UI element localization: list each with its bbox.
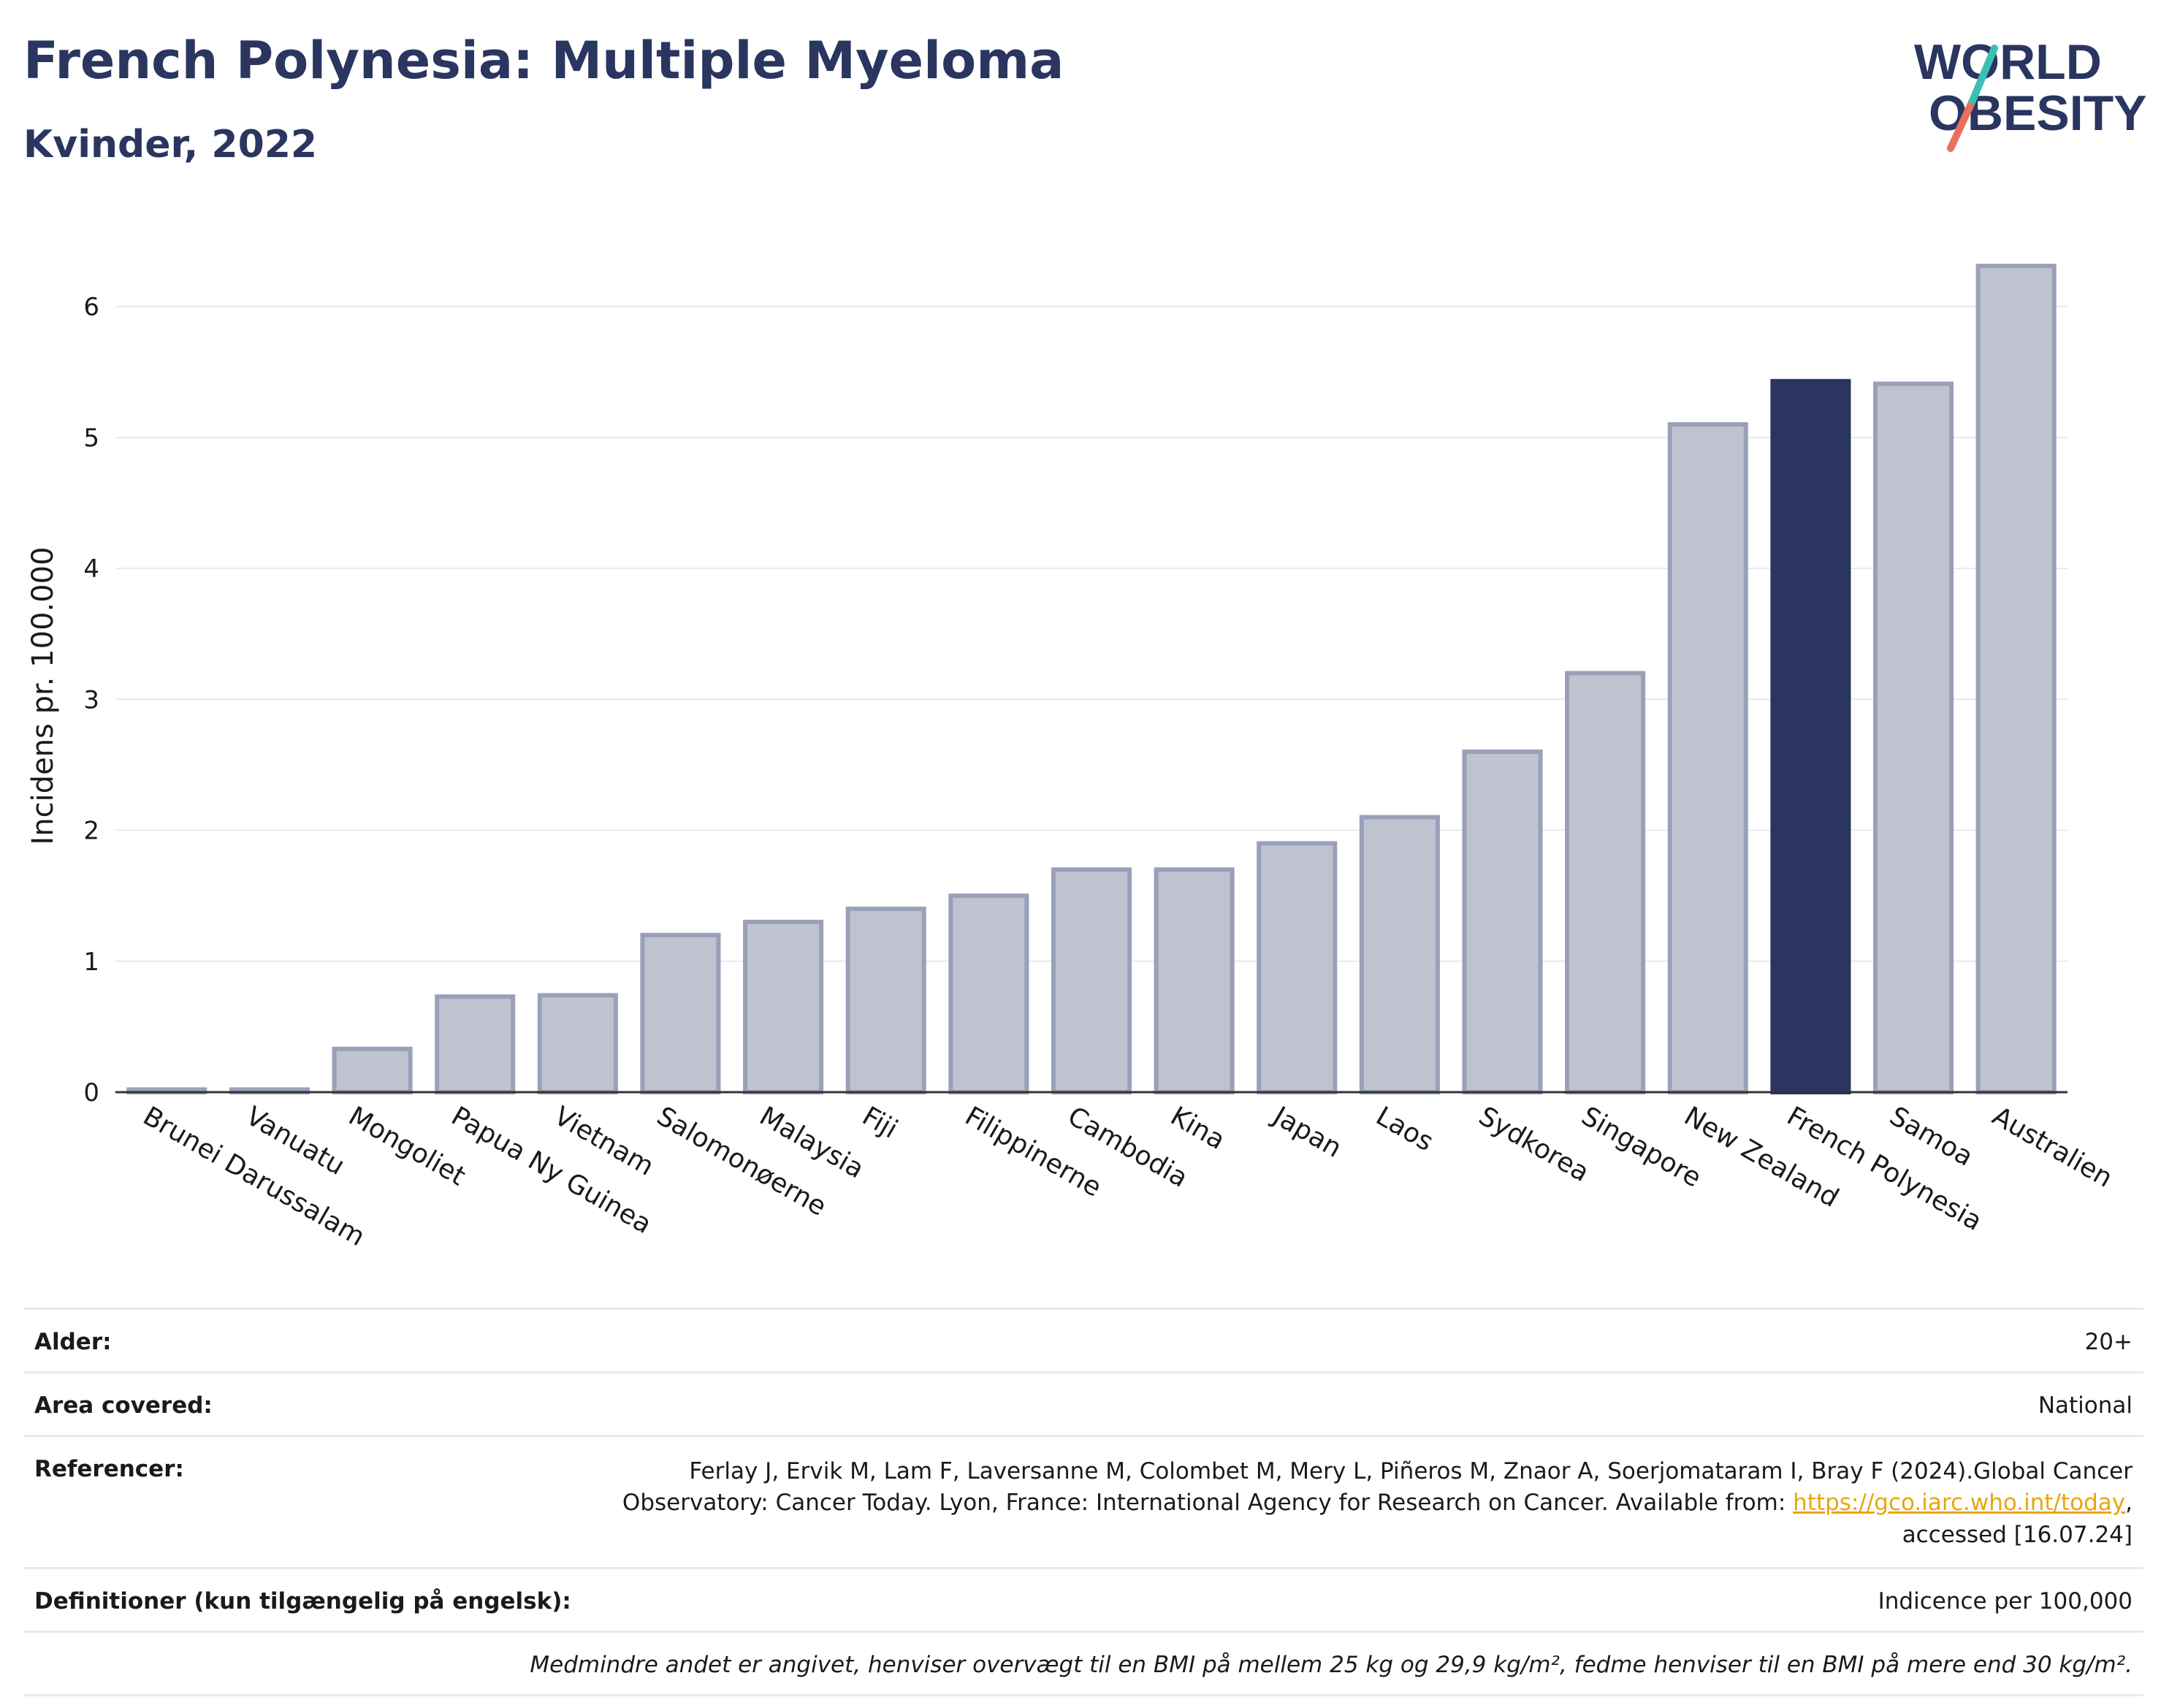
- bar: [845, 907, 926, 1094]
- bar: [1257, 841, 1338, 1094]
- bar: [1359, 815, 1440, 1094]
- references-label: Referencer:: [34, 1456, 184, 1482]
- x-tick-label: Mongoliet: [343, 1101, 470, 1192]
- y-tick-label: 1: [83, 948, 99, 977]
- x-tick-label: Fiji: [857, 1101, 902, 1145]
- y-axis-label: Incidens pr. 100.000: [26, 546, 60, 845]
- bar: [1975, 264, 2057, 1094]
- age-row: Alder: 20+: [23, 1308, 2143, 1371]
- bar: [1565, 671, 1646, 1094]
- bar: [640, 932, 721, 1095]
- y-tick-label: 0: [83, 1078, 99, 1107]
- page-subtitle: Kvinder, 2022: [23, 123, 318, 167]
- x-tick-label: Australien: [1987, 1101, 2117, 1194]
- references-row: Referencer: Ferlay J, Ervik M, Lam F, La…: [23, 1435, 2143, 1567]
- bar: [1770, 378, 1851, 1094]
- y-tick-label: 3: [83, 685, 99, 714]
- metadata-table: Alder: 20+ Area covered: National Refere…: [23, 1308, 2143, 1697]
- footnote-row: Medmindre andet er angivet, henviser ove…: [23, 1631, 2143, 1697]
- area-label: Area covered:: [34, 1392, 213, 1419]
- bar: [1873, 381, 1954, 1094]
- x-tick-label: Sydkorea: [1474, 1101, 1594, 1188]
- area-row: Area covered: National: [23, 1371, 2143, 1435]
- reference-link[interactable]: https://gco.iarc.who.int/today: [1793, 1490, 2126, 1517]
- bar: [948, 893, 1029, 1094]
- x-tick-label: Japan: [1267, 1100, 1346, 1164]
- bar: [1154, 867, 1235, 1095]
- page-title: French Polynesia: Multiple Myeloma: [23, 31, 1064, 91]
- world-obesity-logo: WORLD OBESITY: [1914, 34, 2147, 152]
- bar: [435, 994, 516, 1094]
- bar: [537, 993, 618, 1095]
- bar: [743, 920, 824, 1094]
- definitions-label: Definitioner (kun tilgængelig på engelsk…: [34, 1588, 571, 1615]
- x-tick-label: Laos: [1371, 1101, 1438, 1157]
- definitions-value: Indicence per 100,000: [1878, 1588, 2133, 1615]
- x-tick-label: Salomonøerne: [652, 1101, 831, 1222]
- definitions-row: Definitioner (kun tilgængelig på engelsk…: [23, 1567, 2143, 1631]
- references-text: Ferlay J, Ervik M, Lam F, Laversanne M, …: [622, 1458, 2133, 1548]
- x-tick-label: Kina: [1165, 1101, 1230, 1156]
- y-tick-label: 2: [83, 817, 99, 846]
- y-tick-label: 6: [83, 293, 99, 322]
- svg-text:WORLD: WORLD: [1914, 34, 2102, 90]
- bar: [332, 1046, 413, 1095]
- bar: [1667, 422, 1748, 1094]
- bar: [1051, 867, 1132, 1095]
- age-value: 20+: [2084, 1329, 2133, 1355]
- footnote-text: Medmindre andet er angivet, henviser ove…: [530, 1652, 2133, 1679]
- age-label: Alder:: [34, 1329, 112, 1355]
- area-value: National: [2038, 1392, 2133, 1419]
- bar: [1462, 750, 1543, 1094]
- y-tick-label: 5: [83, 424, 99, 453]
- y-tick-label: 4: [83, 554, 99, 584]
